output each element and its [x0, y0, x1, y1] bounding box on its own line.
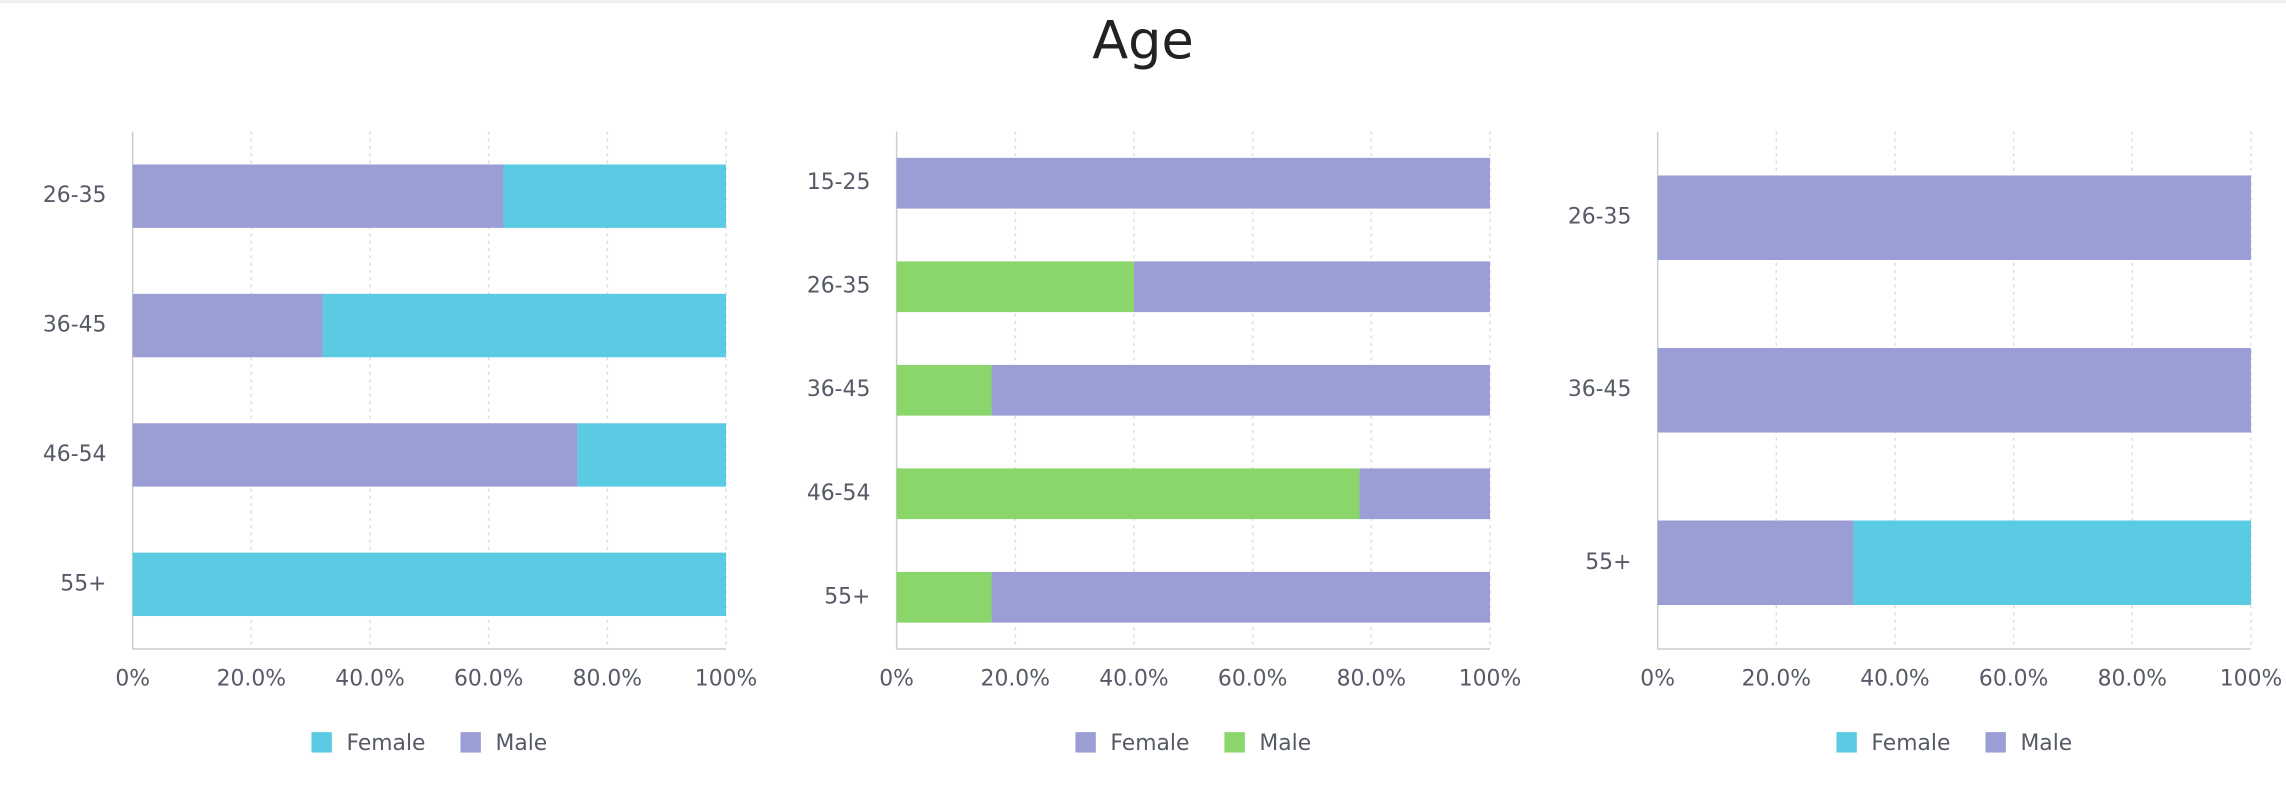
top-border: [0, 0, 2286, 4]
y-tick-label: 55+: [824, 584, 870, 609]
bar-segment: [1657, 347, 2252, 433]
y-tick-label: 36-45: [43, 313, 107, 338]
y-tick-label: 15-25: [807, 170, 871, 195]
bar-segment: [132, 293, 323, 358]
x-tick-label: 60.0%: [454, 667, 523, 692]
legend-swatch: [1075, 732, 1096, 753]
x-tick-label: 60.0%: [1218, 667, 1287, 692]
bar-segment: [896, 468, 1360, 520]
x-tick-label: 20.0%: [981, 667, 1050, 692]
x-tick-label: 80.0%: [573, 667, 642, 692]
x-tick-label: 100%: [2220, 667, 2282, 692]
bar-segment: [896, 571, 992, 623]
y-tick-label: 36-45: [807, 377, 871, 402]
legend-label: Male: [2020, 731, 2072, 756]
y-tick-label: 46-54: [43, 442, 107, 467]
y-tick-label: 55+: [60, 571, 106, 596]
y-tick-label: 46-54: [807, 481, 871, 506]
legend-label: Female: [346, 731, 425, 756]
x-tick-label: 80.0%: [2098, 667, 2167, 692]
bar-segment: [132, 423, 578, 487]
x-tick-label: 0%: [879, 667, 914, 692]
bar-segment: [322, 293, 727, 358]
y-tick-label: 26-35: [43, 183, 107, 208]
x-tick-label: 20.0%: [217, 667, 286, 692]
legend-label: Male: [1259, 731, 1311, 756]
legend-swatch: [1224, 732, 1245, 753]
bar-segment: [132, 164, 504, 228]
bar-segment: [1359, 468, 1490, 520]
legend-label: Male: [495, 731, 547, 756]
legend: Female Male: [1836, 731, 2072, 756]
x-tick-label: 20.0%: [1742, 667, 1811, 692]
legend-swatch: [1836, 732, 1857, 753]
x-tick-label: 0%: [115, 667, 150, 692]
bar-segment: [896, 261, 1134, 313]
bar-segment: [1133, 261, 1490, 313]
legend-swatch: [460, 732, 481, 753]
x-tick-label: 40.0%: [1099, 667, 1168, 692]
x-tick-label: 40.0%: [1860, 667, 1929, 692]
bar-segment: [991, 364, 1490, 416]
bar-segment: [991, 571, 1490, 623]
x-tick-label: 100%: [695, 667, 758, 692]
bar-segment: [577, 423, 727, 487]
y-tick-label: 26-35: [1568, 205, 1632, 230]
bar-segment: [1657, 175, 2252, 261]
y-tick-label: 55+: [1585, 550, 1631, 575]
legend-label: Female: [1871, 731, 1950, 756]
x-tick-label: 0%: [1640, 667, 1675, 692]
legend-label: Female: [1110, 731, 1189, 756]
legend: Female Male: [1075, 731, 1311, 756]
legend: Female Male: [311, 731, 547, 756]
bar-segment: [1657, 520, 1854, 606]
bar-segment: [896, 364, 992, 416]
bar-segment: [503, 164, 727, 228]
legend-swatch: [311, 732, 332, 753]
page-title: Age: [1092, 11, 1193, 72]
legend-swatch: [1985, 732, 2006, 753]
bar-segment: [896, 157, 1490, 209]
y-tick-label: 36-45: [1568, 377, 1632, 402]
x-tick-label: 60.0%: [1979, 667, 2048, 692]
bar-segment: [132, 552, 727, 617]
y-tick-label: 26-35: [807, 274, 871, 299]
x-tick-label: 100%: [1459, 667, 1522, 692]
bar-segment: [1853, 520, 2252, 606]
x-tick-label: 80.0%: [1337, 667, 1406, 692]
x-tick-label: 40.0%: [335, 667, 404, 692]
